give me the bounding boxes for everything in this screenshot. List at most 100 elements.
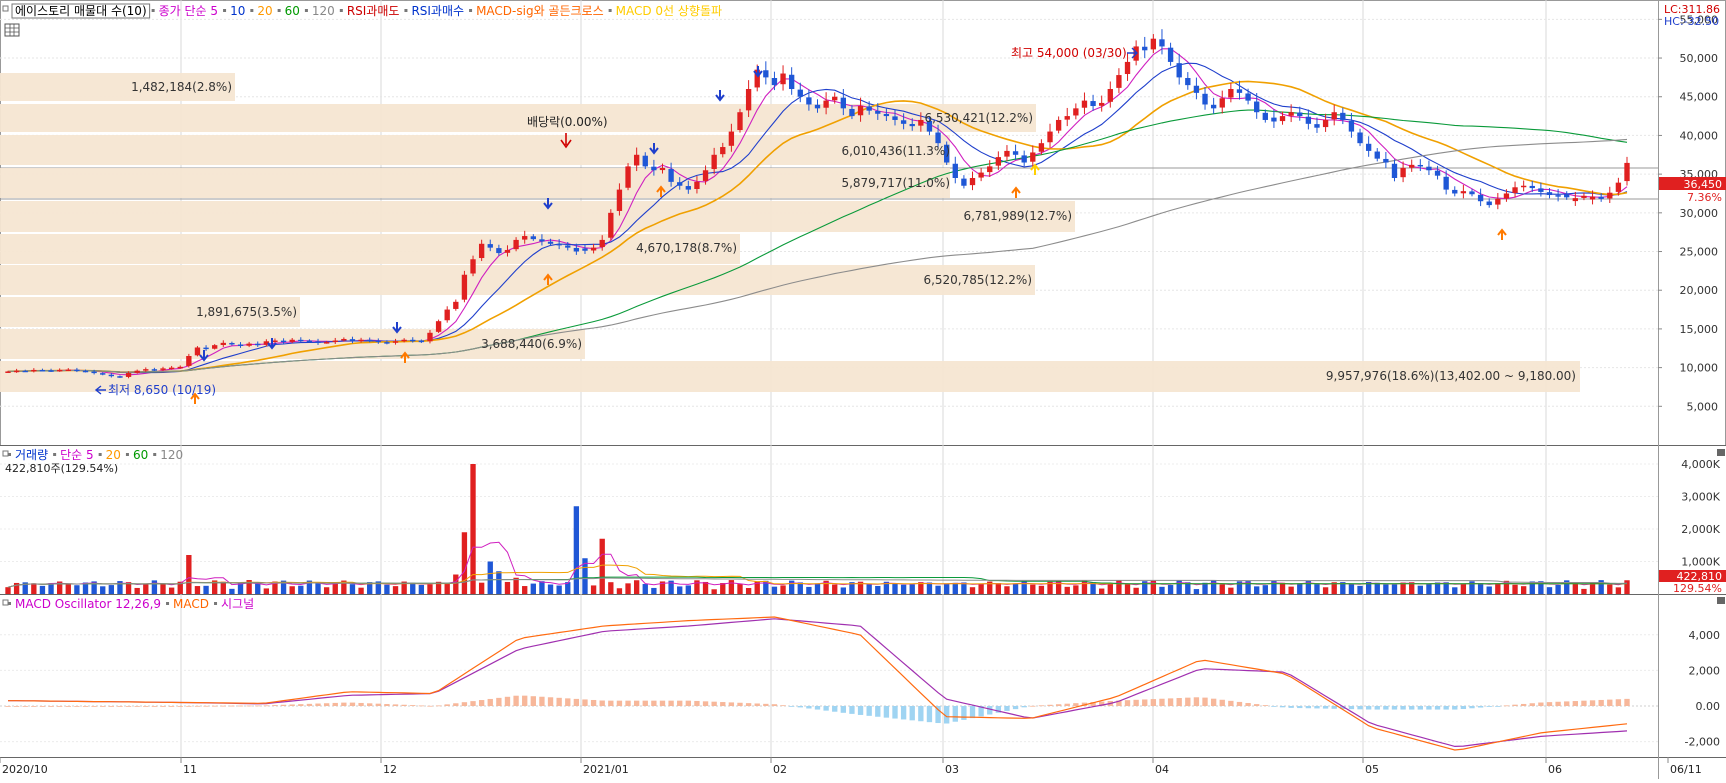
macd-oscillator-bar xyxy=(160,706,166,707)
macd-oscillator-bar xyxy=(668,700,674,706)
candle xyxy=(685,186,691,190)
macd-oscillator-bar xyxy=(280,704,287,706)
candle xyxy=(298,339,304,342)
volume-profile-label: 6,781,989(12.7%) xyxy=(963,209,1072,223)
volume-bar xyxy=(91,581,97,594)
candle xyxy=(547,241,554,244)
volume-bar xyxy=(1374,582,1380,594)
signal-down-arrow-icon xyxy=(392,322,402,334)
macd-oscillator-bar xyxy=(39,706,46,707)
candle xyxy=(909,124,915,127)
volume-bar xyxy=(522,586,528,594)
volume-bar xyxy=(246,580,252,594)
macd-line xyxy=(8,616,1628,751)
candle xyxy=(375,340,381,343)
volume-bar xyxy=(1452,587,1458,594)
macd-oscillator-bar xyxy=(367,703,373,706)
volume-bar xyxy=(944,583,950,594)
legend-bullet xyxy=(469,9,473,12)
candle xyxy=(1064,116,1070,120)
candle xyxy=(496,248,502,254)
candle xyxy=(720,147,726,155)
volume-bar xyxy=(177,581,183,594)
macd-oscillator-bar xyxy=(323,703,330,706)
macd-oscillator-bar xyxy=(806,706,812,709)
macd-oscillator-bar xyxy=(461,702,468,706)
volume-profile-zone xyxy=(0,361,1580,392)
candle xyxy=(1434,170,1441,176)
volume-bar xyxy=(1564,580,1570,594)
volume-bar xyxy=(1391,584,1398,594)
dividend-arrow-icon xyxy=(560,133,572,149)
candle xyxy=(1124,61,1131,75)
candle xyxy=(1262,112,1268,120)
candle xyxy=(168,367,175,370)
candle xyxy=(944,144,950,163)
macd-oscillator-bar xyxy=(194,705,201,707)
volume-bar xyxy=(341,580,347,594)
macd-oscillator-bar xyxy=(13,706,20,707)
volume-bar xyxy=(1340,582,1346,594)
price-legend-item: 120 xyxy=(312,4,335,18)
volume-bar xyxy=(367,582,373,594)
volume-bar xyxy=(65,584,71,594)
volume-bar xyxy=(1426,583,1432,594)
moving-average-5 xyxy=(7,48,1628,376)
price-legend-item: 10 xyxy=(230,4,245,18)
macd-oscillator-bar xyxy=(1124,700,1131,706)
candle xyxy=(1365,143,1372,151)
macd-legend-item: 시그널 xyxy=(221,597,254,611)
moving-average-20 xyxy=(7,80,1628,373)
candle xyxy=(1202,93,1208,105)
macd-oscillator-bar xyxy=(875,706,881,717)
volume-bar xyxy=(255,583,261,594)
volume-legend-item: 20 xyxy=(106,448,121,462)
volume-info: 422,810주(129.54%) xyxy=(5,462,118,475)
candle xyxy=(1348,120,1355,132)
price-axis-tick-label: 55,000 xyxy=(1680,13,1719,26)
candle xyxy=(177,366,183,369)
candle xyxy=(134,370,140,373)
candle xyxy=(823,100,829,108)
macd-oscillator-bar xyxy=(1271,706,1277,707)
candle xyxy=(1047,131,1053,143)
volume-bar xyxy=(306,580,313,594)
macd-oscillator-bar xyxy=(289,704,295,706)
macd-oscillator-bar xyxy=(1133,699,1139,706)
macd-oscillator-bar xyxy=(1538,702,1544,706)
macd-oscillator-bar xyxy=(763,703,769,706)
volume-bar xyxy=(1555,584,1561,594)
moving-average-120 xyxy=(7,138,1628,373)
macd-oscillator-bar xyxy=(565,698,571,706)
macd-oscillator-bar xyxy=(659,700,666,706)
macd-oscillator-bar xyxy=(530,696,536,706)
x-axis-label: 03 xyxy=(945,763,959,776)
volume-bar xyxy=(1081,580,1088,594)
candle xyxy=(1193,85,1200,93)
candle xyxy=(1314,124,1320,128)
volume-bar xyxy=(642,583,648,594)
macd-oscillator-bar xyxy=(926,706,933,723)
macd-oscillator-bar xyxy=(978,706,984,717)
volume-bar xyxy=(1288,586,1294,594)
macd-oscillator-bar xyxy=(1400,706,1406,710)
candle xyxy=(1159,39,1165,47)
volume-bar xyxy=(892,583,898,594)
price-legend-item: 종가 단순 5 xyxy=(159,4,218,18)
macd-oscillator-bar xyxy=(918,706,924,722)
candle xyxy=(1030,152,1036,162)
volume-axis-tick-label: 1,000K xyxy=(1681,556,1720,569)
volume-bar xyxy=(22,582,28,594)
volume-bar xyxy=(651,587,657,594)
volume-bar xyxy=(1236,581,1243,594)
macd-oscillator-bar xyxy=(1047,704,1053,706)
macd-oscillator-bar xyxy=(1460,706,1467,709)
volume-bar xyxy=(728,580,735,594)
candle xyxy=(900,120,907,124)
volume-bar xyxy=(74,585,80,594)
macd-oscillator-bar xyxy=(134,706,140,707)
signal-down-arrow-icon xyxy=(649,143,659,155)
price-legend-item: 60 xyxy=(285,4,300,18)
volume-bar xyxy=(1314,584,1320,594)
macd-oscillator-bar xyxy=(694,700,700,706)
